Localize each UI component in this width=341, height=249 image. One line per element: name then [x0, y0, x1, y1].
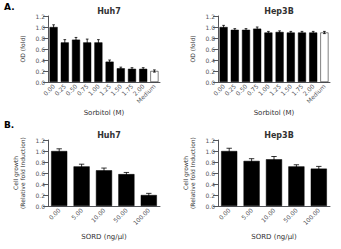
svg-text:100.00: 100.00 [302, 206, 322, 226]
svg-text:Huh7: Huh7 [97, 131, 121, 140]
svg-text:0.75: 0.75 [245, 82, 260, 97]
svg-text:0.4: 0.4 [205, 57, 215, 64]
svg-text:SORD (ng/μl): SORD (ng/μl) [251, 233, 297, 241]
svg-text:1.25: 1.25 [267, 82, 283, 97]
svg-text:(Relative fold Induction): (Relative fold Induction) [189, 137, 196, 209]
svg-text:0.8: 0.8 [35, 35, 45, 42]
svg-text:0.6: 0.6 [205, 46, 215, 53]
svg-text:1.00: 1.00 [256, 82, 271, 97]
svg-text:50.00: 50.00 [282, 206, 299, 223]
svg-text:1.2: 1.2 [35, 13, 45, 20]
svg-text:Cell growth: Cell growth [12, 156, 19, 190]
svg-text:0.00: 0.00 [217, 206, 232, 221]
svg-text:1.0: 1.0 [35, 24, 45, 31]
svg-text:B.: B. [4, 120, 14, 130]
svg-text:0.25: 0.25 [222, 82, 238, 97]
svg-text:1.25: 1.25 [97, 82, 113, 97]
svg-text:0.2: 0.2 [35, 192, 45, 199]
svg-text:0.2: 0.2 [205, 68, 215, 75]
svg-text:1.0: 1.0 [35, 148, 45, 155]
svg-text:1.0: 1.0 [205, 24, 215, 31]
svg-text:0.4: 0.4 [35, 57, 45, 64]
svg-text:0.2: 0.2 [35, 68, 45, 75]
svg-text:0.0: 0.0 [205, 203, 215, 210]
svg-text:1.75: 1.75 [290, 82, 305, 97]
svg-text:0.6: 0.6 [35, 170, 45, 177]
svg-text:Cell growth: Cell growth [182, 156, 189, 190]
svg-text:5.00: 5.00 [240, 206, 255, 221]
svg-text:Huh7: Huh7 [97, 7, 121, 16]
svg-text:0.0: 0.0 [35, 203, 45, 210]
svg-text:1.00: 1.00 [86, 82, 101, 97]
svg-text:Medium: Medium [135, 82, 157, 104]
svg-text:2.00: 2.00 [301, 82, 316, 97]
svg-text:Sorbitol (M): Sorbitol (M) [84, 109, 125, 117]
svg-text:0.0: 0.0 [35, 79, 45, 86]
svg-text:0.00: 0.00 [211, 82, 227, 97]
svg-text:1.0: 1.0 [205, 148, 215, 155]
svg-text:100.00: 100.00 [132, 206, 152, 226]
svg-text:1.2: 1.2 [205, 13, 215, 20]
svg-text:0.8: 0.8 [205, 159, 215, 166]
svg-text:1.2: 1.2 [35, 137, 45, 144]
svg-text:0.50: 0.50 [234, 82, 249, 97]
svg-text:0.00: 0.00 [47, 206, 62, 221]
svg-text:0.0: 0.0 [205, 79, 215, 86]
svg-text:1.50: 1.50 [278, 82, 294, 97]
svg-text:5.00: 5.00 [70, 206, 85, 221]
svg-text:OD (fold): OD (fold) [189, 35, 196, 62]
svg-text:0.8: 0.8 [205, 35, 215, 42]
svg-text:10.00: 10.00 [259, 206, 276, 223]
svg-text:10.00: 10.00 [89, 206, 106, 223]
svg-text:1.75: 1.75 [120, 82, 135, 97]
svg-text:1.2: 1.2 [205, 137, 215, 144]
svg-text:0.4: 0.4 [205, 181, 215, 188]
svg-text:Medium: Medium [305, 82, 327, 104]
svg-text:OD (fold): OD (fold) [19, 35, 26, 62]
svg-text:0.4: 0.4 [35, 181, 45, 188]
svg-text:2.00: 2.00 [131, 82, 146, 97]
svg-text:0.2: 0.2 [205, 192, 215, 199]
svg-text:50.00: 50.00 [112, 206, 129, 223]
svg-text:0.00: 0.00 [41, 82, 57, 97]
svg-text:0.50: 0.50 [64, 82, 79, 97]
svg-text:A.: A. [4, 2, 15, 12]
svg-text:SORD (ng/μl): SORD (ng/μl) [81, 233, 127, 241]
svg-text:0.25: 0.25 [52, 82, 68, 97]
svg-text:1.50: 1.50 [108, 82, 124, 97]
svg-text:Hep3B: Hep3B [264, 131, 294, 140]
svg-text:0.8: 0.8 [35, 159, 45, 166]
svg-text:0.75: 0.75 [75, 82, 90, 97]
svg-text:(Relative fold Induction): (Relative fold Induction) [19, 137, 26, 209]
svg-text:Hep3B: Hep3B [264, 7, 294, 16]
svg-text:Sorbitol (M): Sorbitol (M) [254, 109, 295, 117]
svg-text:0.6: 0.6 [35, 46, 45, 53]
svg-text:0.6: 0.6 [205, 170, 215, 177]
